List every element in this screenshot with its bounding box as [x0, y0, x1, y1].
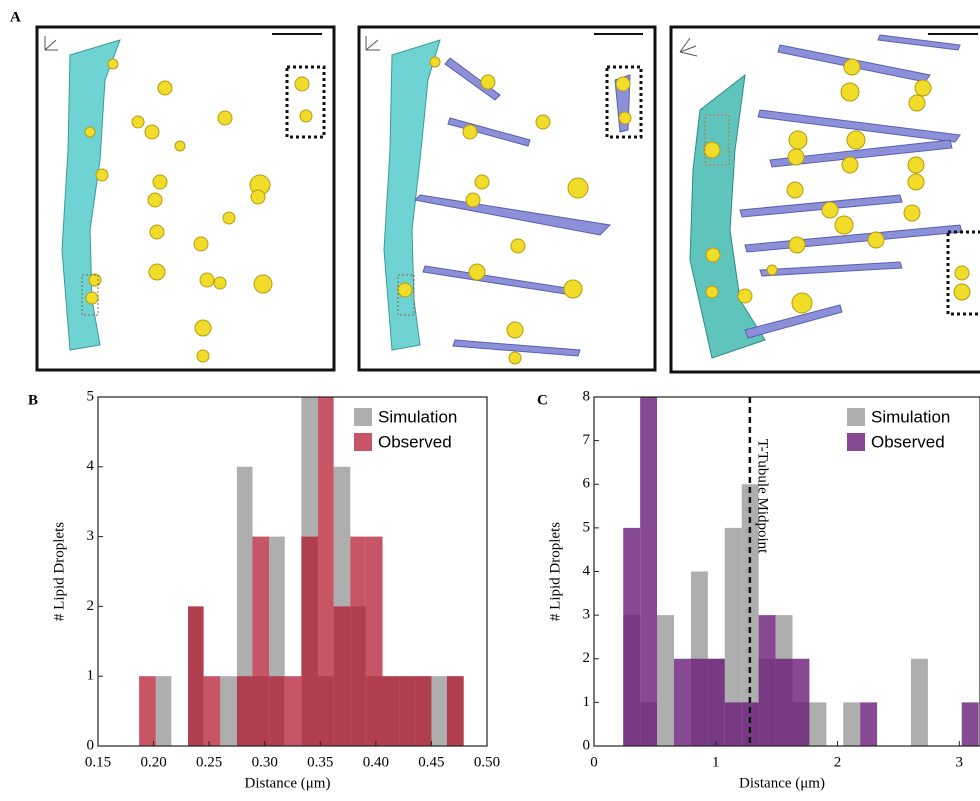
histogram-bar [741, 484, 759, 746]
histogram-bar [707, 658, 725, 746]
legend-label: Observed [871, 432, 945, 451]
x-tick-label: 0.15 [85, 754, 111, 770]
x-axis-label: Distance (μm) [739, 775, 825, 791]
y-tick-label: 2 [583, 650, 591, 666]
histogram-bar [741, 702, 759, 746]
legend-label: Simulation [871, 407, 950, 426]
histogram-bar [414, 676, 432, 746]
y-tick-label: 3 [87, 528, 95, 544]
y-tick-label: 4 [87, 458, 95, 474]
y-tick-label: 0 [583, 737, 591, 753]
x-tick-label: 0.20 [140, 754, 166, 770]
x-tick-label: 0 [590, 754, 598, 770]
histogram-bar [640, 397, 658, 746]
y-tick-label: 5 [583, 519, 591, 535]
histogram-bar [236, 676, 253, 746]
panel-label: B [28, 392, 38, 408]
x-tick-label: 0.30 [252, 754, 278, 770]
panel-a-images [35, 25, 980, 374]
y-tick-label: 2 [87, 598, 95, 614]
histogram-bar [382, 676, 400, 746]
histogram-bar [301, 536, 319, 746]
histogram-bar [431, 676, 447, 746]
histogram-bar [809, 702, 827, 746]
histogram-bar [188, 606, 204, 746]
histogram-bar [139, 676, 156, 746]
x-tick-label: 0.35 [307, 754, 333, 770]
histogram-bar [284, 676, 302, 746]
legend-label: Observed [378, 432, 452, 451]
histogram-bar [860, 702, 878, 746]
histogram-bar [792, 658, 810, 746]
panel-label: A [10, 9, 21, 25]
y-tick-label: 1 [87, 668, 95, 684]
y-tick-label: 8 [583, 388, 591, 404]
histogram-bar [674, 658, 691, 746]
x-tick-label: 0.50 [474, 754, 500, 770]
histogram-bar [910, 658, 928, 746]
histogram-bar [724, 702, 742, 746]
histogram-bar [220, 676, 237, 746]
y-axis-label: # Lipid Droplets [51, 522, 67, 621]
histogram-bar [724, 527, 742, 746]
axes-frame [97, 396, 488, 747]
y-tick-label: 3 [583, 607, 591, 623]
histogram-bar [690, 658, 708, 746]
histogram-bar [446, 676, 464, 746]
histogram-bar [657, 615, 675, 746]
y-tick-label: 1 [583, 694, 591, 710]
y-tick-label: 5 [87, 388, 95, 404]
histogram-bar [203, 676, 221, 746]
y-tick-label: 6 [583, 476, 591, 492]
legend-swatch [354, 433, 372, 451]
x-axis-label: Distance (μm) [245, 775, 331, 791]
legend-label: Simulation [378, 407, 457, 426]
histogram-bar [333, 606, 351, 746]
x-tick-label: 3 [956, 754, 964, 770]
x-tick-label: 1 [712, 754, 720, 770]
y-tick-label: 4 [583, 563, 591, 579]
histogram-bar [758, 615, 776, 746]
legend-swatch [847, 433, 865, 451]
y-axis-label: # Lipid Droplets [547, 522, 563, 621]
panel-label: C [537, 392, 548, 408]
legend-swatch [847, 408, 865, 426]
x-tick-label: 0.45 [418, 754, 444, 770]
histogram-bar [961, 702, 979, 746]
y-tick-label: 0 [87, 737, 95, 753]
legend-swatch [354, 408, 372, 426]
x-tick-label: 2 [834, 754, 842, 770]
histogram-bar [775, 658, 793, 746]
histogram-bar [843, 702, 861, 746]
histogram-bar [399, 676, 415, 746]
histogram-bar [318, 397, 334, 746]
histogram-bar [350, 536, 366, 746]
x-tick-label: 0.25 [196, 754, 222, 770]
histogram-bar [252, 536, 270, 746]
histogram-bar [623, 527, 641, 746]
histogram-bar [365, 536, 383, 746]
histogram-bar [269, 676, 285, 746]
histogram-bar [155, 676, 172, 746]
x-tick-label: 0.40 [363, 754, 389, 770]
reference-label: T-Tubule Midpoint [754, 439, 770, 554]
y-tick-label: 7 [583, 432, 591, 448]
